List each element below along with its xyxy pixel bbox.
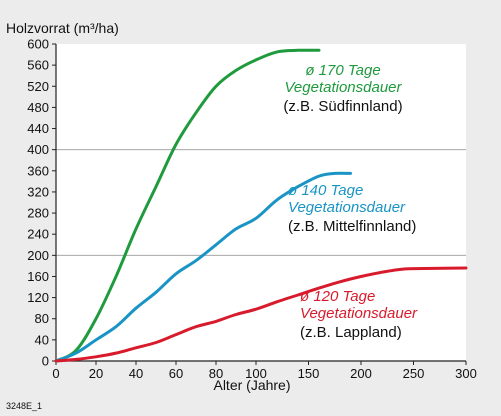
x-tick-label: 200 [350, 366, 372, 381]
series-line-1 [54, 48, 321, 363]
y-tick-label: 240 [27, 227, 49, 242]
x-tick-label: 20 [89, 366, 103, 381]
series-note: (z.B. Mittelfinnland) [288, 218, 416, 235]
y-tick-label: 560 [27, 58, 49, 73]
y-tick-label: 280 [27, 206, 49, 221]
y-tick-label: 400 [27, 142, 49, 157]
y-tick-label: 320 [27, 184, 49, 199]
y-tick-label: 200 [27, 248, 49, 263]
series-line-3 [54, 266, 468, 363]
x-tick-label: 80 [209, 366, 223, 381]
x-tick-label: 150 [298, 366, 320, 381]
x-tick-label: 300 [455, 366, 477, 381]
y-tick-label: 440 [27, 121, 49, 136]
y-tick-label: 80 [35, 311, 49, 326]
tick-layer: 0408012016020024028032036040044048052056… [27, 37, 477, 382]
y-tick-label: 480 [27, 100, 49, 115]
x-tick-label: 0 [52, 366, 59, 381]
y-tick-label: 520 [27, 79, 49, 94]
y-tick-label: 120 [27, 290, 49, 305]
y-axis-title: Holzvorrat (m³/ha) [6, 20, 119, 36]
series-note: (z.B. Südfinnland) [283, 98, 402, 115]
x-tick-label: 40 [129, 366, 143, 381]
series-label-line2: Vegetationsdauer [288, 199, 406, 216]
series-label-line1: ø 120 Tage [300, 288, 375, 305]
series-label-line1: ø 140 Tage [288, 182, 363, 199]
y-tick-label: 360 [27, 163, 49, 178]
series-note: (z.B. Lappland) [300, 324, 402, 341]
series-line-2 [54, 171, 352, 363]
x-axis-title: Alter (Jahre) [213, 377, 290, 393]
x-tick-label: 60 [169, 366, 183, 381]
x-tick-label: 100 [245, 366, 267, 381]
series-layer [54, 48, 468, 363]
y-tick-label: 600 [27, 37, 49, 52]
x-tick-label: 250 [403, 366, 425, 381]
series-label-line1: ø 170 Tage [305, 62, 380, 79]
figure-code-label: 3248E_1 [6, 401, 42, 411]
series-label-line2: Vegetationsdauer [284, 79, 402, 96]
y-tick-label: 40 [35, 332, 49, 347]
y-tick-label: 160 [27, 269, 49, 284]
series-label-line2: Vegetationsdauer [300, 305, 418, 322]
y-tick-label: 0 [42, 354, 49, 369]
